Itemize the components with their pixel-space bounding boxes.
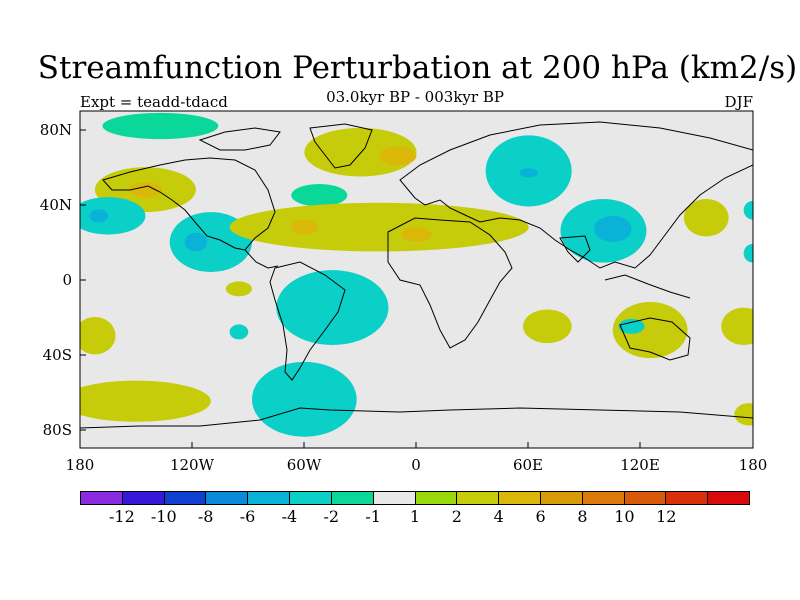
contour-region bbox=[594, 215, 632, 243]
colorbar-label: -10 bbox=[150, 507, 177, 526]
coastline-africa bbox=[387, 217, 513, 349]
coastlines bbox=[80, 121, 753, 429]
colorbar-swatch bbox=[582, 492, 625, 504]
y-tick-label: 80N bbox=[40, 121, 72, 139]
coastline-maritime-continent bbox=[604, 274, 691, 299]
coastline-eurasia bbox=[399, 121, 753, 269]
x-tick-label: 60W bbox=[287, 456, 322, 474]
contour-region bbox=[80, 316, 116, 355]
y-tick-label: 80S bbox=[43, 421, 72, 439]
colorbar-swatch bbox=[540, 492, 583, 504]
contour-region bbox=[80, 197, 146, 235]
coastline-india bbox=[559, 235, 591, 263]
contour-region bbox=[743, 200, 753, 220]
y-tick-label: 0 bbox=[62, 271, 72, 289]
colorbar-swatch bbox=[206, 492, 249, 504]
colorbar-label: 10 bbox=[614, 507, 635, 526]
contour-region bbox=[276, 270, 389, 346]
contour-region bbox=[618, 318, 645, 334]
colorbar-label: 1 bbox=[409, 507, 421, 526]
colorbar-swatch bbox=[457, 492, 500, 504]
coastline-greenland bbox=[309, 123, 373, 169]
colorbar-swatch bbox=[624, 492, 667, 504]
colorbar-label: -8 bbox=[197, 507, 214, 526]
contour-region bbox=[291, 219, 318, 235]
contour-region bbox=[291, 184, 348, 207]
contour-region bbox=[128, 182, 163, 198]
experiment-label: Expt = teadd-tdacd bbox=[80, 93, 228, 111]
contour-region bbox=[184, 232, 208, 252]
colorbar-swatch bbox=[331, 492, 374, 504]
colorbar-swatch bbox=[248, 492, 291, 504]
contour-region bbox=[80, 380, 211, 422]
colorbar-label: 2 bbox=[451, 507, 462, 526]
colorbar-label: 12 bbox=[656, 507, 677, 526]
colorbar-swatch bbox=[122, 492, 165, 504]
period-label: 03.0kyr BP - 003kyr BP bbox=[326, 88, 504, 106]
colorbar-swatch bbox=[290, 492, 332, 504]
coastline-arctic-islands bbox=[198, 127, 281, 151]
contour-region bbox=[612, 301, 688, 359]
colorbar-label: -12 bbox=[108, 507, 135, 526]
contour-region bbox=[102, 112, 219, 140]
contour-region bbox=[251, 361, 357, 437]
contour-region bbox=[379, 146, 417, 166]
x-tick-label: 120W bbox=[170, 456, 215, 474]
x-tick-label: 0 bbox=[411, 456, 421, 474]
y-axis-ticks bbox=[80, 129, 86, 431]
contour-region bbox=[401, 227, 432, 243]
x-tick-label: 180 bbox=[739, 456, 768, 474]
colorbar-label: -1 bbox=[365, 507, 381, 526]
colorbar-swatch bbox=[666, 492, 709, 504]
contour-region bbox=[225, 281, 252, 297]
colorbar-swatch bbox=[499, 492, 541, 504]
contour-region bbox=[734, 403, 753, 426]
colorbar-label: -4 bbox=[281, 507, 298, 526]
contour-region bbox=[229, 324, 249, 340]
coastline-australia bbox=[619, 317, 691, 361]
x-tick-label: 120E bbox=[620, 456, 660, 474]
contour-region bbox=[89, 209, 109, 223]
contour-region bbox=[229, 202, 529, 252]
colorbar-label: 4 bbox=[493, 507, 504, 526]
colorbar-swatch bbox=[164, 492, 207, 504]
x-tick-label: 60E bbox=[513, 456, 543, 474]
colorbar bbox=[80, 491, 750, 505]
colorbar-swatch bbox=[373, 492, 416, 504]
colorbar-label: 8 bbox=[577, 507, 588, 526]
coastline-central-america bbox=[244, 249, 279, 269]
y-tick-label: 40N bbox=[40, 196, 72, 214]
contour-region bbox=[721, 307, 753, 346]
y-tick-label: 40S bbox=[43, 346, 72, 364]
colorbar-swatch bbox=[81, 492, 123, 504]
colorbar-label: -6 bbox=[239, 507, 256, 526]
season-label: DJF bbox=[724, 93, 753, 111]
coastline-antarctica bbox=[80, 407, 753, 429]
contour-region bbox=[519, 168, 539, 178]
coastline-south-america bbox=[269, 261, 346, 381]
x-tick-label: 180 bbox=[66, 456, 95, 474]
colorbar-label: -2 bbox=[323, 507, 340, 526]
figure-title: Streamfunction Perturbation at 200 hPa (… bbox=[37, 50, 798, 86]
contour-region bbox=[743, 243, 753, 263]
contour-region bbox=[683, 198, 729, 237]
colorbar-swatch bbox=[415, 492, 458, 504]
colorbar-swatch bbox=[708, 492, 749, 504]
x-axis-ticks bbox=[79, 442, 754, 448]
contour-region bbox=[523, 309, 572, 344]
colorbar-label: 6 bbox=[535, 507, 546, 526]
